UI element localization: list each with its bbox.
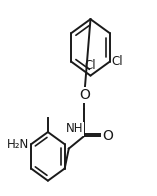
Text: NH: NH [66,122,84,135]
Text: Cl: Cl [111,55,123,68]
Text: Cl: Cl [85,59,96,72]
Text: H₂N: H₂N [7,138,29,151]
Text: O: O [79,88,90,102]
Text: O: O [102,129,113,143]
